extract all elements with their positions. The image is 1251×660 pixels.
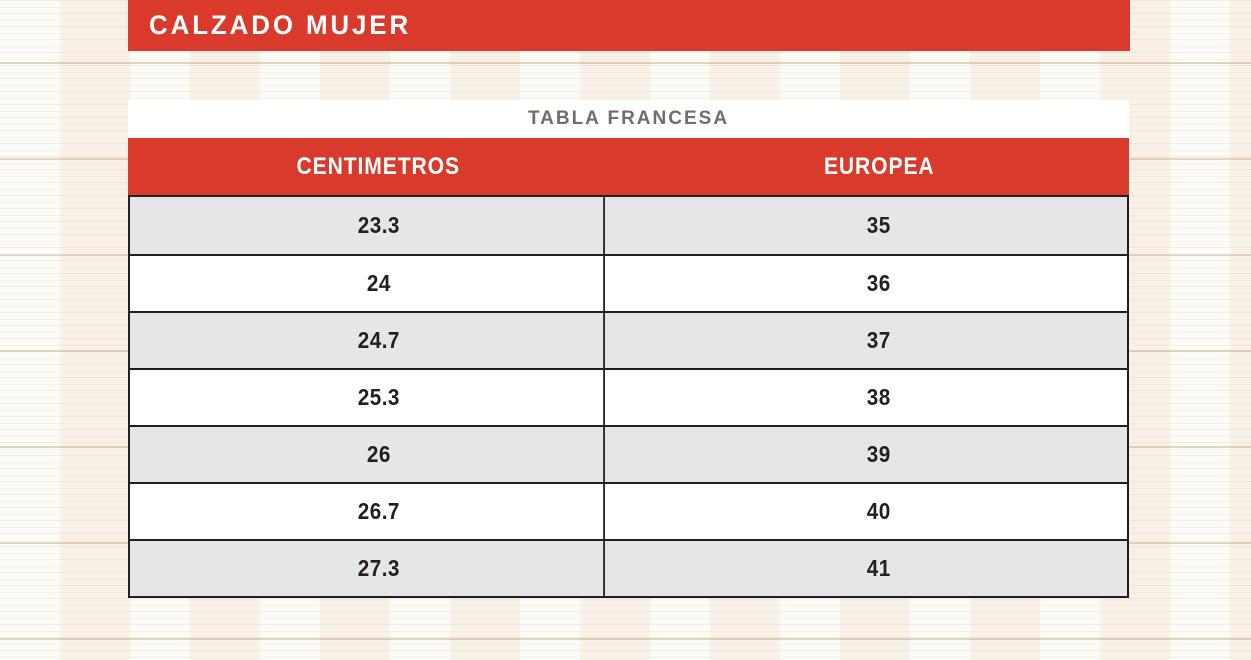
cell-europea: 41 bbox=[866, 555, 891, 581]
table-row: 27.3 41 bbox=[130, 539, 1127, 596]
section-title: CALZADO MUJER bbox=[149, 10, 412, 40]
table-row: 26 39 bbox=[130, 425, 1127, 482]
cell-centimetros: 25.3 bbox=[155, 370, 605, 425]
cell-centimetros: 24.7 bbox=[155, 313, 605, 368]
table-row: 24 36 bbox=[130, 254, 1127, 311]
cell-europea: 40 bbox=[866, 498, 891, 524]
cell-europea: 39 bbox=[866, 441, 891, 467]
column-header-centimetros: CENTIMETROS bbox=[296, 152, 460, 180]
cell-centimetros: 27.3 bbox=[155, 541, 605, 596]
table-row: 23.3 35 bbox=[130, 197, 1127, 254]
column-header-europea: EUROPEA bbox=[823, 152, 935, 180]
table-header-row: CENTIMETROS EUROPEA bbox=[128, 138, 1129, 195]
table-body: 23.3 35 24 36 24.7 37 25.3 38 26 39 26.7… bbox=[128, 195, 1129, 598]
cell-europea: 37 bbox=[866, 327, 891, 353]
cell-centimetros: 23.3 bbox=[155, 197, 605, 254]
cell-europea: 38 bbox=[866, 384, 891, 410]
section-title-bar: CALZADO MUJER bbox=[128, 0, 1130, 51]
table-row: 24.7 37 bbox=[130, 311, 1127, 368]
cell-centimetros: 26 bbox=[155, 427, 605, 482]
cell-centimetros: 26.7 bbox=[155, 484, 605, 539]
cell-europea: 36 bbox=[866, 270, 891, 296]
table-row: 25.3 38 bbox=[130, 368, 1127, 425]
cell-europea: 35 bbox=[866, 212, 891, 238]
cell-centimetros: 24 bbox=[155, 256, 605, 311]
table-row: 26.7 40 bbox=[130, 482, 1127, 539]
table-caption: TABLA FRANCESA bbox=[128, 100, 1129, 138]
size-conversion-table: TABLA FRANCESA CENTIMETROS EUROPEA 23.3 … bbox=[128, 100, 1129, 598]
